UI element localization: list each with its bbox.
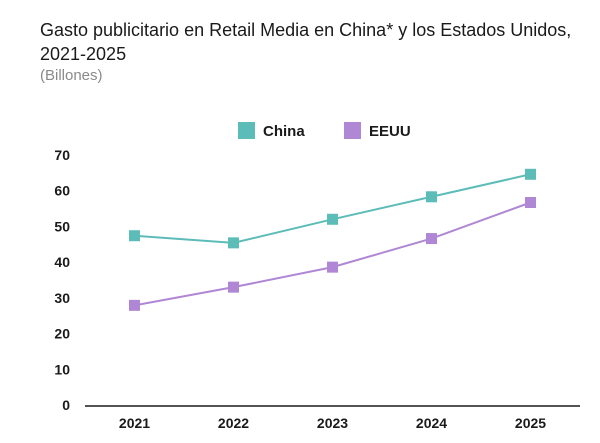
series-line-china xyxy=(134,173,531,244)
legend-swatch-eeuu xyxy=(344,122,361,139)
x-tick-label: 2024 xyxy=(416,415,447,431)
y-tick-label: 0 xyxy=(62,397,70,413)
y-tick-label: 50 xyxy=(54,218,70,234)
legend-label-china: China xyxy=(263,123,305,140)
y-tick-label: 70 xyxy=(54,147,70,163)
data-point-eeuu xyxy=(426,233,437,245)
data-point-china xyxy=(129,230,140,242)
legend-label-eeuu: EEUU xyxy=(369,123,411,140)
y-tick-label: 30 xyxy=(54,290,70,306)
data-point-china xyxy=(525,168,536,180)
plot-area xyxy=(129,168,536,311)
x-tick-label: 2021 xyxy=(119,415,150,431)
y-tick-label: 60 xyxy=(54,183,70,199)
data-point-china xyxy=(228,237,239,249)
x-tick-label: 2022 xyxy=(218,415,249,431)
y-tick-label: 10 xyxy=(54,361,70,377)
chart-title: Gasto publicitario en Retail Media en Ch… xyxy=(40,20,572,64)
data-point-eeuu xyxy=(525,197,536,208)
data-point-eeuu xyxy=(129,299,140,311)
chart-subtitle: (Billones) xyxy=(40,67,103,84)
y-tick-label: 20 xyxy=(54,326,70,342)
legend-swatch-china xyxy=(238,122,255,139)
x-tick-label: 2023 xyxy=(317,415,348,431)
legend: China EEUU xyxy=(238,122,411,140)
data-point-eeuu xyxy=(228,281,239,293)
data-point-china xyxy=(426,191,437,203)
y-tick-label: 40 xyxy=(54,254,70,270)
data-point-china xyxy=(327,213,338,225)
x-tick-label: 2025 xyxy=(515,415,546,431)
y-axis: 0 10 20 30 40 50 60 70 xyxy=(54,147,70,413)
x-axis: 2021 2022 2023 2024 2025 xyxy=(85,405,580,431)
data-point-eeuu xyxy=(327,261,338,273)
